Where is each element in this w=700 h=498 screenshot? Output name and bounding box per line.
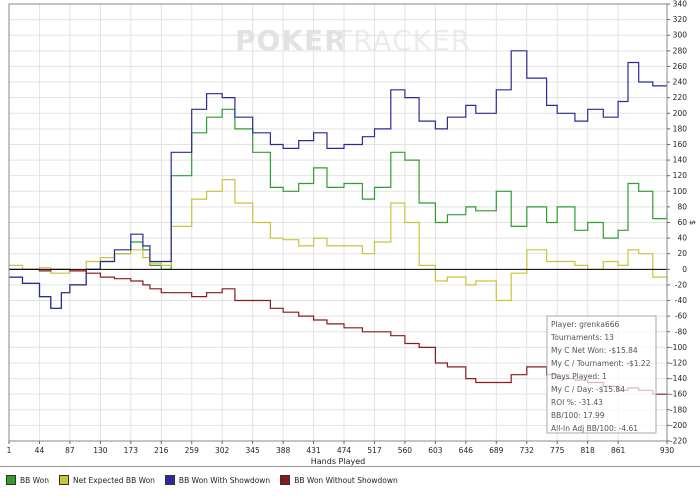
x-tick-label: 302 [215, 446, 230, 455]
x-tick-label: 560 [398, 446, 413, 455]
chart-legend: BB Won Net Expected BB Won BB Won With S… [0, 466, 700, 498]
y-tick-label: 80 [677, 202, 687, 211]
x-tick-label: 732 [520, 446, 535, 455]
y-tick-label: 240 [673, 78, 688, 87]
y-tick-label: 40 [677, 234, 687, 243]
x-tick-label: 431 [306, 446, 321, 455]
x-tick-label: 861 [611, 446, 626, 455]
y-tick-label: -120 [670, 358, 687, 367]
legend-item-bb-won: BB Won [6, 475, 49, 485]
x-tick-label: 216 [154, 446, 169, 455]
x-tick-label: 345 [245, 446, 260, 455]
y-tick-label: 340 [673, 0, 688, 9]
x-axis-ticks: 1 44 87 130 173 216 259 302 345 388 431 474 517 560 60… [7, 441, 675, 455]
y-tick-label: 260 [673, 62, 688, 71]
x-tick-label: 474 [337, 446, 352, 455]
legend-label-with-showdown: BB Won With Showdown [178, 475, 271, 485]
x-tick-label: 775 [550, 446, 565, 455]
legend-label-net-expected: Net Expected BB Won [73, 475, 155, 485]
y-tick-label: 320 [673, 15, 688, 24]
y-tick-label: -200 [670, 421, 687, 430]
poker-tracker-watermark: POKER TRACKER [235, 24, 471, 57]
legend-label-without-showdown: BB Won Without Showdown [294, 475, 398, 485]
y-tick-label: 60 [677, 218, 687, 227]
x-tick-label: 44 [35, 446, 45, 455]
x-tick-label: 259 [185, 446, 200, 455]
stat-days-played: Days Played: 1 [551, 372, 607, 381]
y-tick-label: -80 [675, 327, 687, 336]
stats-box-frame [546, 315, 657, 434]
x-tick-label: 87 [65, 446, 75, 455]
stat-bb100: BB/100: 17.99 [551, 411, 605, 420]
series-line-bb-won-with-showdown [9, 50, 667, 309]
x-tick-label: 517 [367, 446, 382, 455]
y-tick-label: -40 [675, 296, 687, 305]
x-tick-label: 1 [7, 446, 12, 455]
x-tick-label: 930 [660, 446, 675, 455]
stat-allin-bb100: All-In Adj BB/100: -4.61 [551, 424, 638, 433]
stats-box: Player: grenka666 Tournaments: 13 My C N… [546, 315, 657, 434]
x-axis-title: Hands Played [311, 457, 365, 466]
stat-per-day: My C / Day: -$15.84 [551, 385, 625, 394]
watermark-poker: POKER [235, 24, 347, 57]
y-tick-label: 200 [673, 109, 688, 118]
legend-swatch-with-showdown [164, 475, 175, 485]
x-tick-label: 646 [459, 446, 474, 455]
x-tick-label: 603 [428, 446, 443, 455]
x-tick-label: 818 [581, 446, 596, 455]
x-tick-label: 130 [93, 446, 108, 455]
y-axis-title: $ [688, 220, 697, 225]
legend-item-net-expected: Net Expected BB Won [59, 475, 155, 485]
y-tick-label: 160 [673, 140, 688, 149]
legend-item-with-showdown: BB Won With Showdown [164, 475, 271, 485]
stat-net-won: My C Net Won: -$15.84 [551, 346, 638, 355]
stat-roi: ROI %: -31.43 [551, 398, 603, 407]
y-tick-label: -220 [670, 437, 687, 446]
stat-per-tournament: My C / Tournament: -$1.22 [551, 359, 651, 368]
y-tick-label: 100 [673, 187, 688, 196]
y-tick-label: 300 [673, 31, 688, 40]
stat-tournaments: Tournaments: 13 [550, 333, 614, 342]
y-tick-label: 0 [682, 265, 687, 274]
y-axis-ticks: 3403203002802602402202001801601401201008… [667, 0, 687, 446]
y-tick-label: -160 [670, 390, 687, 399]
x-tick-label: 173 [124, 446, 139, 455]
y-tick-label: -20 [675, 280, 687, 289]
y-tick-label: 20 [677, 249, 687, 258]
stat-player: Player: grenka666 [551, 320, 620, 329]
y-tick-label: 120 [673, 171, 688, 180]
y-tick-label: 280 [673, 46, 688, 55]
watermark-tracker: TRACKER [334, 24, 471, 57]
x-tick-label: 388 [276, 446, 291, 455]
legend-swatch-without-showdown [280, 475, 291, 485]
y-tick-label: 220 [673, 93, 688, 102]
y-tick-label: -60 [675, 312, 687, 321]
legend-item-without-showdown: BB Won Without Showdown [280, 475, 398, 485]
y-tick-label: 140 [673, 156, 688, 165]
y-tick-label: -100 [670, 343, 687, 352]
bb-won-chart: POKER TRACKER 1 44 87 130 173 216 259 302 345 388… [6, 0, 697, 466]
y-tick-label: -140 [670, 374, 687, 383]
legend-label-bb-won: BB Won [20, 475, 49, 485]
legend-swatch-bb-won [6, 475, 16, 485]
y-tick-label: -180 [670, 405, 687, 414]
legend-swatch-net-expected [59, 475, 69, 485]
x-tick-label: 689 [489, 446, 504, 455]
y-tick-label: 180 [673, 124, 688, 133]
